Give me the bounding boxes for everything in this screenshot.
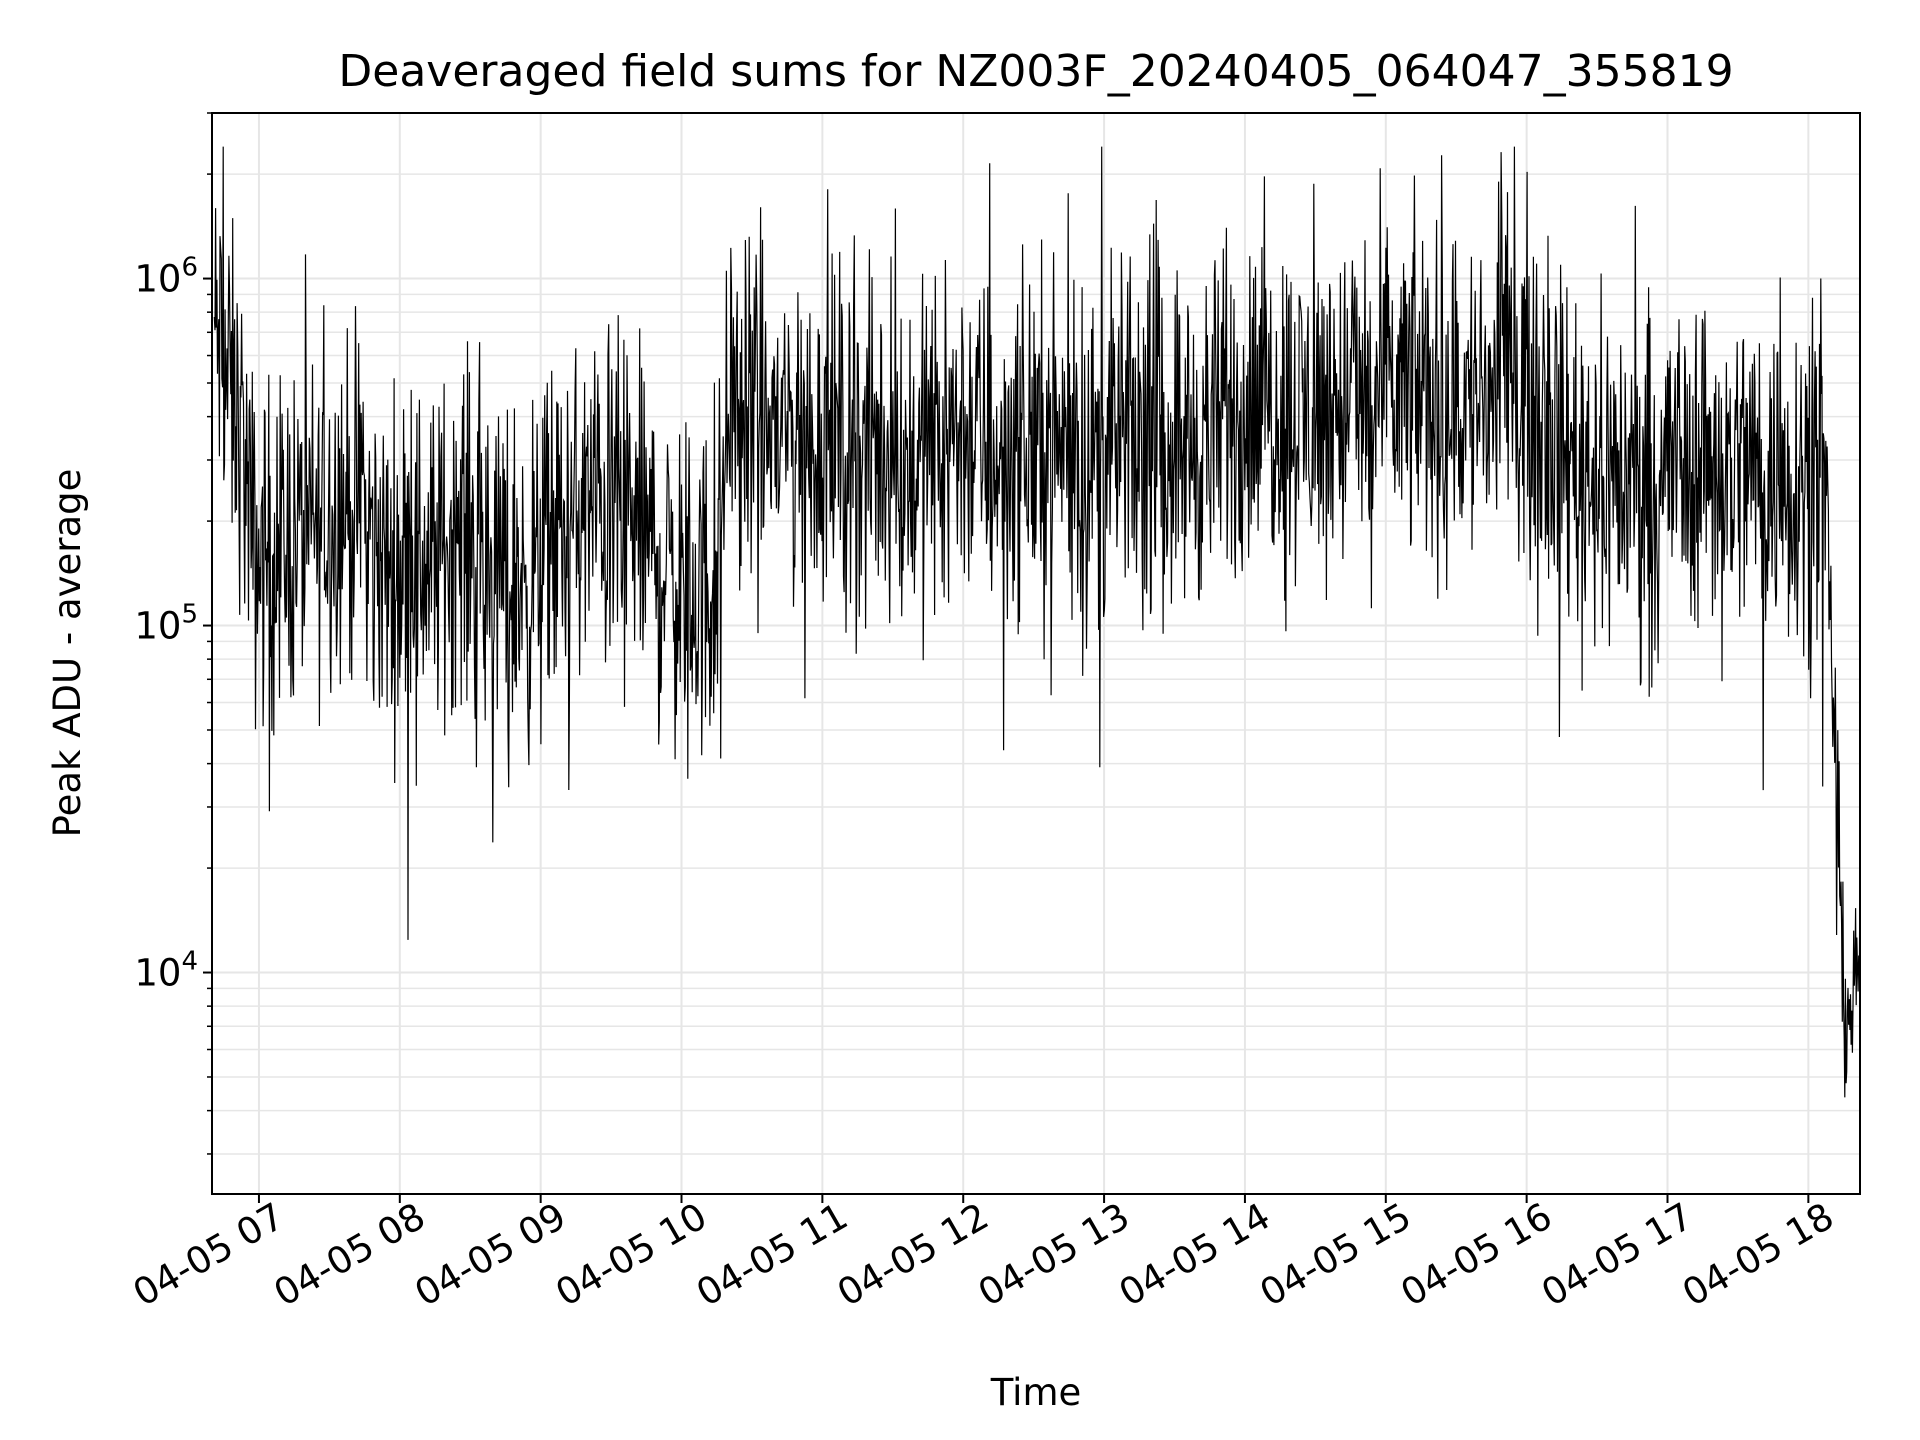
- series-line: [213, 146, 1861, 1098]
- plot-area: [213, 146, 1861, 1098]
- chart-title: Deaveraged field sums for NZ003F_2024040…: [338, 46, 1733, 97]
- grid: [212, 112, 1860, 1194]
- x-axis-label: Time: [990, 1371, 1082, 1414]
- y-tick-label: 104: [134, 947, 198, 995]
- y-tick-label: 106: [134, 253, 198, 301]
- axes-frame: [211, 112, 1861, 1195]
- y-tick-label: 105: [134, 600, 198, 648]
- y-axis-label: Peak ADU - average: [46, 469, 89, 838]
